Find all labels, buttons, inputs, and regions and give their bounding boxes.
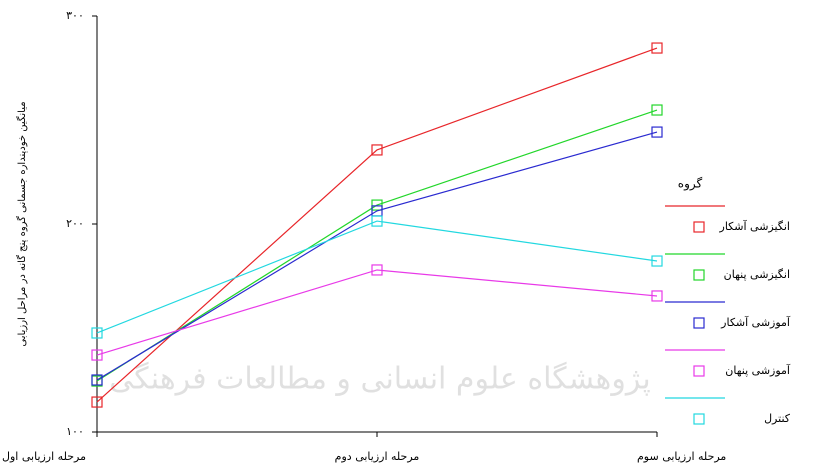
legend-marker (694, 366, 704, 376)
legend-label: آموزشی پنهان (725, 363, 791, 377)
chart: پژوهشگاه علوم انسانی و مطالعات فرهنگی می… (0, 0, 837, 470)
legend-label: آموزشی آشکار (720, 315, 791, 329)
legend-label: انگیزشی پنهان (724, 268, 790, 281)
watermark: پژوهشگاه علوم انسانی و مطالعات فرهنگی (109, 362, 651, 397)
legend-marker (694, 270, 704, 280)
legend-marker (694, 318, 704, 328)
x-tick-label: مرحله ارزیابی سوم (637, 450, 726, 463)
y-axis-label: میانگین خودپنداره جسمانی گروه پنج گانه د… (16, 101, 28, 346)
legend-label: انگیزشی آشکار (719, 219, 790, 233)
legend-label: کنترل (764, 412, 791, 425)
line (97, 132, 657, 380)
legend-title: گروه (678, 177, 703, 192)
y-tick-label: ۱۰۰ (66, 425, 84, 438)
y-tick-label: ۲۰۰ (66, 217, 84, 230)
x-tick-label: مرحله ارزیابی دوم (335, 450, 420, 463)
line (97, 270, 657, 355)
legend-marker (694, 222, 704, 232)
line (97, 221, 657, 333)
legend-marker (694, 414, 704, 424)
line (97, 48, 657, 402)
x-tick-label: مرحله ارزیابی اول (2, 450, 86, 463)
page: {"chart_data": {"type": "line", "y_label… (0, 0, 837, 470)
y-tick-label: ۳۰۰ (66, 9, 84, 22)
